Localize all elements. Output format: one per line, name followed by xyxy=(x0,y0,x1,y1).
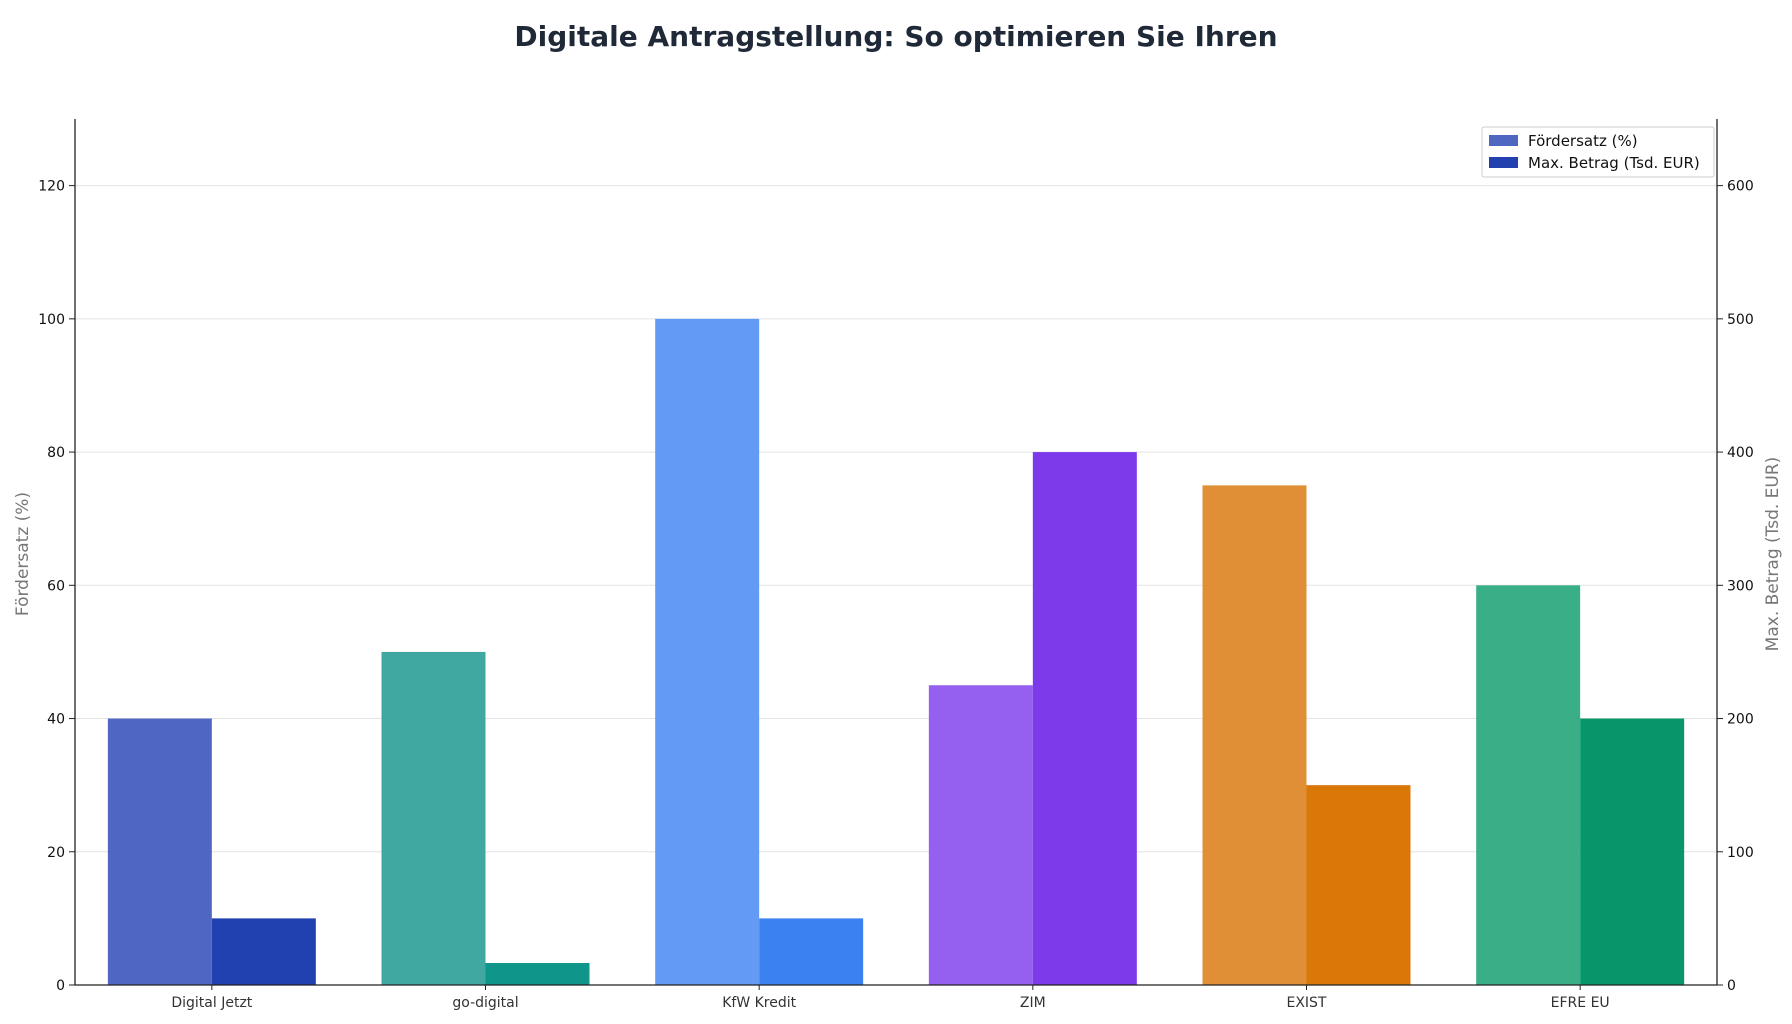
legend-swatch-max-betrag xyxy=(1489,157,1518,168)
y-tick-label-left: 40 xyxy=(47,712,65,728)
bar-max-betrag-kfw-kredit xyxy=(759,918,864,985)
bar-max-betrag-exist xyxy=(1306,785,1411,985)
y-tick-label-right: 0 xyxy=(1727,978,1736,994)
bar-foerdersatz-kfw-kredit xyxy=(655,318,760,985)
legend-label-foerdersatz: Fördersatz (%) xyxy=(1528,132,1638,150)
y-tick-label-right: 300 xyxy=(1727,578,1754,594)
y-tick-label-right: 200 xyxy=(1727,712,1754,728)
y-tick-label-right: 500 xyxy=(1727,312,1754,328)
bar-max-betrag-zim xyxy=(1032,452,1137,986)
x-tick-label: Digital Jetzt xyxy=(171,995,252,1011)
legend-swatch-foerdersatz xyxy=(1489,135,1518,146)
bar-max-betrag-efre-eu xyxy=(1580,718,1685,985)
tick-labels: 0 20 40 60 80 100 120 0 100 200 300 400 500 600 Digita… xyxy=(38,179,1753,1011)
bar-max-betrag-go-digital xyxy=(485,963,590,985)
bar-foerdersatz-exist xyxy=(1202,485,1307,985)
y-tick-label-right: 100 xyxy=(1727,845,1754,861)
chart-title: Digitale Antragstellung: So optimieren S… xyxy=(514,20,1278,53)
axes xyxy=(69,119,1723,990)
x-tick-label: EXIST xyxy=(1286,995,1326,1011)
gridlines xyxy=(75,185,1717,853)
x-tick-label: go-digital xyxy=(452,995,518,1011)
bar-foerdersatz-zim xyxy=(928,685,1033,985)
x-tick-label: ZIM xyxy=(1020,995,1046,1011)
y-tick-label-left: 0 xyxy=(56,978,65,994)
bar-foerdersatz-efre-eu xyxy=(1476,585,1581,985)
y-axis-label-right: Max. Betrag (Tsd. EUR) xyxy=(1763,457,1783,652)
y-tick-label-left: 20 xyxy=(47,845,65,861)
y-tick-label-left: 80 xyxy=(47,445,65,461)
y-tick-label-left: 100 xyxy=(38,312,65,328)
legend-frame xyxy=(1481,126,1715,178)
bar-foerdersatz-digital-jetzt xyxy=(107,718,212,985)
legend: Fördersatz (%) Max. Betrag (Tsd. EUR) xyxy=(1481,126,1715,178)
y-axis-label-left: Fördersatz (%) xyxy=(13,492,33,616)
y-tick-label-right: 600 xyxy=(1727,179,1754,195)
bar-max-betrag-digital-jetzt xyxy=(211,918,316,985)
x-tick-label: KfW Kredit xyxy=(722,995,796,1011)
y-tick-label-left: 60 xyxy=(47,578,65,594)
bars xyxy=(107,318,1685,986)
y-tick-label-right: 400 xyxy=(1727,445,1754,461)
bar-foerdersatz-go-digital xyxy=(381,651,486,985)
y-tick-label-left: 120 xyxy=(38,179,65,195)
legend-label-max-betrag: Max. Betrag (Tsd. EUR) xyxy=(1528,154,1700,172)
x-tick-label: EFRE EU xyxy=(1551,995,1610,1011)
